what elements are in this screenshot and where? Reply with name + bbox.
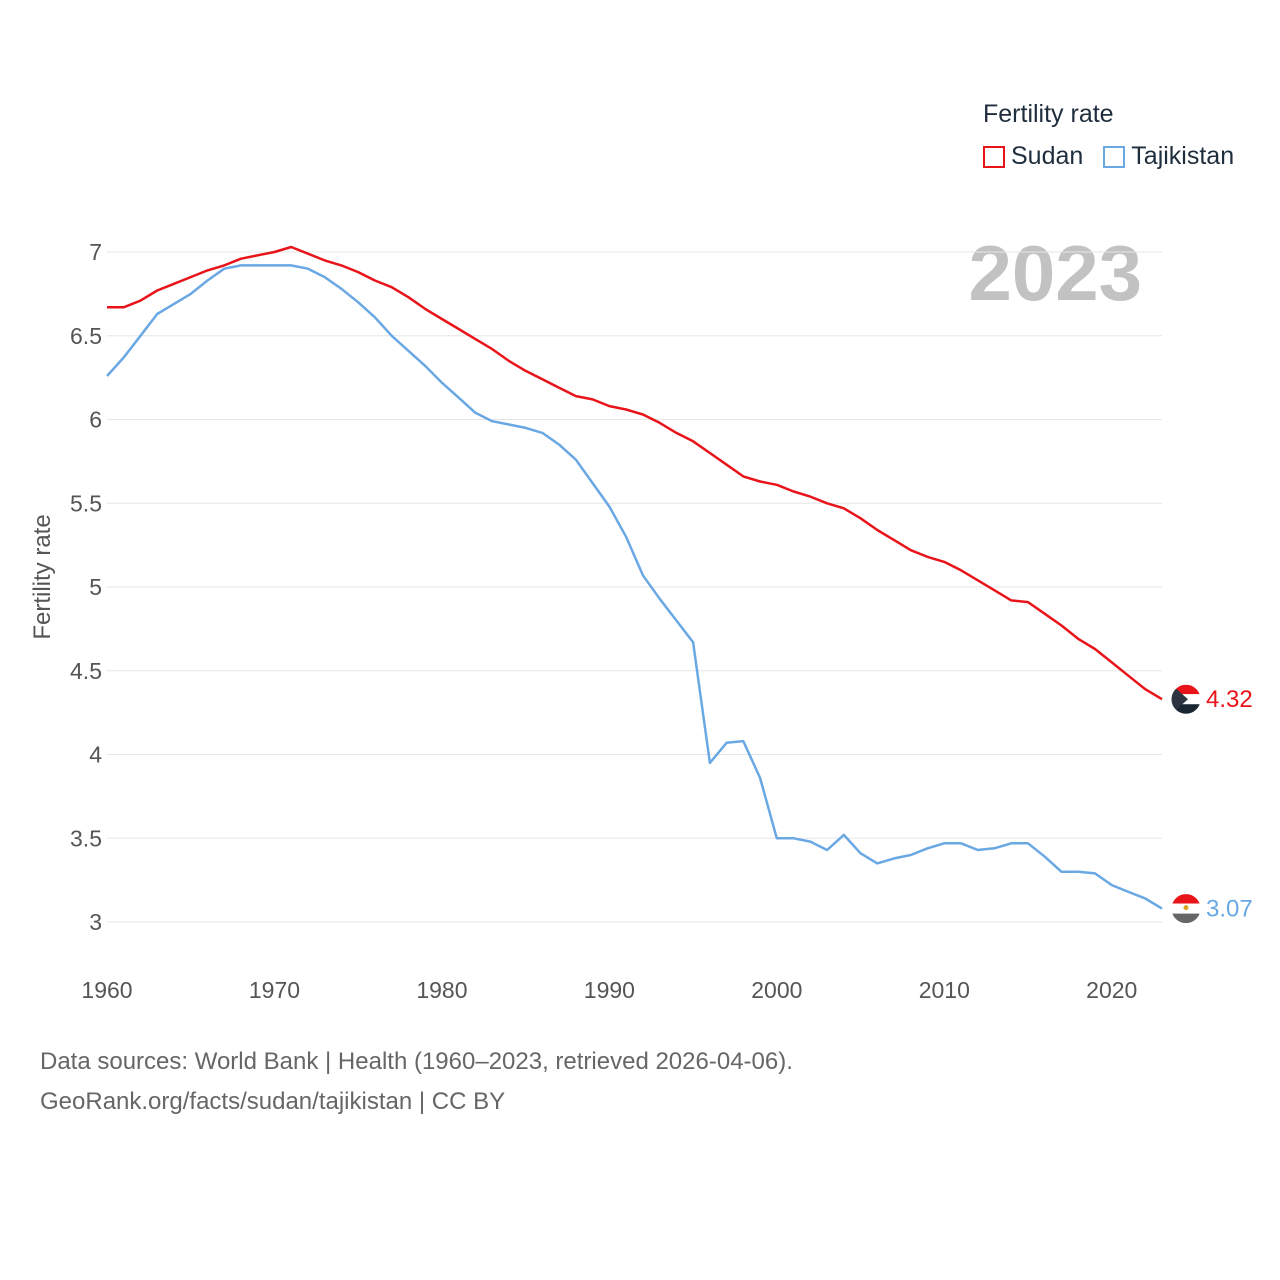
series-line-tajikistan[interactable] bbox=[106, 264, 1163, 910]
y-axis-title: Fertility rate bbox=[29, 514, 56, 639]
x-tick-label: 2010 bbox=[919, 977, 970, 1003]
legend-title: Fertility rate bbox=[983, 100, 1114, 128]
legend-swatch-tajikistan bbox=[1103, 145, 1126, 168]
y-tick-label: 3.5 bbox=[70, 825, 102, 851]
series-line-sudan[interactable] bbox=[107, 245, 1163, 701]
legend: Sudan Tajikistan bbox=[983, 142, 1254, 171]
y-tick-label: 5.5 bbox=[70, 490, 102, 516]
x-tick-label: 1970 bbox=[249, 977, 300, 1003]
y-tick-label: 6 bbox=[89, 407, 102, 433]
legend-label-sudan: Sudan bbox=[1011, 142, 1084, 170]
sudan-flag-icon bbox=[1170, 683, 1202, 715]
y-tick-label: 3 bbox=[89, 909, 102, 935]
source-url-text: GeoRank.org/facts/sudan/tajikistan | CC … bbox=[40, 1088, 506, 1115]
y-tick-label: 4.5 bbox=[70, 658, 102, 684]
legend-item-tajikistan[interactable]: Tajikistan bbox=[1103, 142, 1234, 171]
legend-item-sudan[interactable]: Sudan bbox=[983, 142, 1083, 171]
data-sources-text: Data sources: World Bank | Health (1960–… bbox=[40, 1048, 793, 1075]
legend-label-tajikistan: Tajikistan bbox=[1131, 142, 1235, 170]
x-tick-label: 1990 bbox=[584, 977, 635, 1003]
x-tick-label: 2000 bbox=[751, 977, 802, 1003]
x-tick-label: 2020 bbox=[1086, 977, 1137, 1003]
tajikistan-flag-icon bbox=[1170, 893, 1202, 925]
current-year-label: 2023 bbox=[968, 229, 1142, 317]
end-value-label-sudan: 4.32 bbox=[1206, 686, 1253, 713]
y-tick-label: 5 bbox=[89, 574, 102, 600]
legend-swatch-sudan bbox=[983, 145, 1005, 168]
end-value-label-tajikistan: 3.07 bbox=[1206, 896, 1253, 923]
y-tick-label: 7 bbox=[89, 239, 102, 265]
footer: Data sources: World Bank | Health (1960–… bbox=[40, 1042, 793, 1122]
y-tick-label: 4 bbox=[89, 742, 102, 768]
x-tick-label: 1980 bbox=[416, 977, 467, 1003]
y-tick-label: 6.5 bbox=[70, 323, 102, 349]
x-tick-label: 1960 bbox=[81, 977, 132, 1003]
